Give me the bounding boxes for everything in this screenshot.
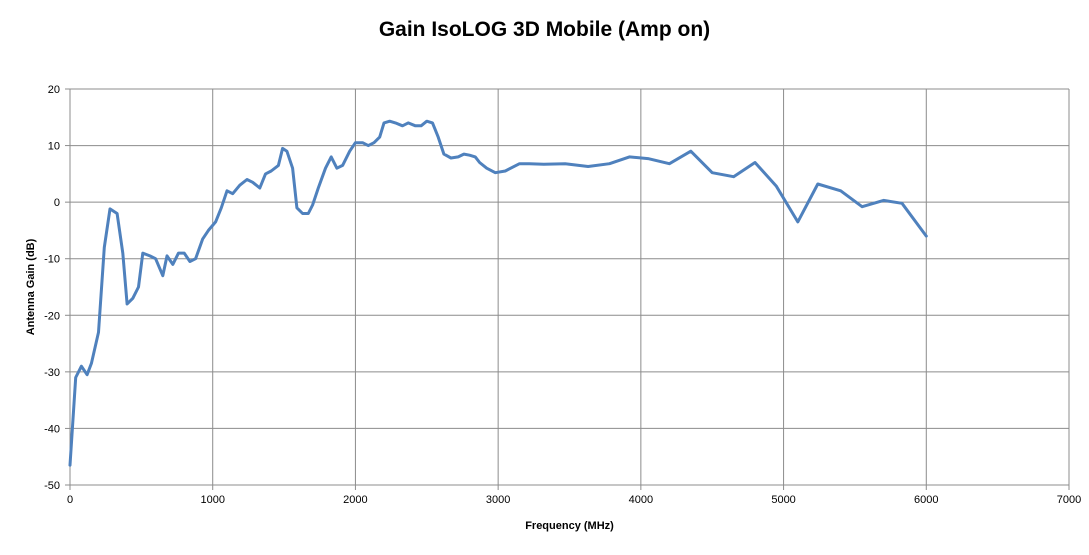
x-axis-label: Frequency (MHz) bbox=[525, 520, 614, 532]
y-tick-label: -10 bbox=[44, 254, 60, 266]
x-tick-label: 3000 bbox=[486, 494, 510, 506]
x-tick-label: 4000 bbox=[629, 494, 653, 506]
y-tick-label: -40 bbox=[44, 423, 60, 435]
x-tick-label: 6000 bbox=[914, 494, 938, 506]
y-tick-label: -20 bbox=[44, 310, 60, 322]
chart-title: Gain IsoLOG 3D Mobile (Amp on) bbox=[378, 18, 711, 41]
y-tick-label: -50 bbox=[44, 480, 60, 492]
y-axis-label: Antenna Gain (dB) bbox=[25, 238, 37, 335]
y-tick-labels: -50 -40 -30 -20 -10 0 10 20 bbox=[44, 84, 60, 492]
x-tick-label: 0 bbox=[67, 494, 73, 506]
gridlines bbox=[65, 88, 1070, 490]
x-tick-label: 7000 bbox=[1057, 494, 1081, 506]
series-layer bbox=[68, 119, 928, 467]
x-tick-label: 2000 bbox=[343, 494, 367, 506]
y-tick-label: 20 bbox=[48, 84, 60, 96]
x-tick-label: 1000 bbox=[200, 494, 224, 506]
y-tick-label: 0 bbox=[54, 197, 60, 209]
x-tick-label: 5000 bbox=[771, 494, 795, 506]
y-tick-label: 10 bbox=[48, 141, 60, 153]
y-tick-label: -30 bbox=[44, 367, 60, 379]
series-line bbox=[68, 119, 928, 467]
x-tick-labels: 0 1000 2000 3000 4000 5000 6000 7000 bbox=[67, 494, 1081, 506]
